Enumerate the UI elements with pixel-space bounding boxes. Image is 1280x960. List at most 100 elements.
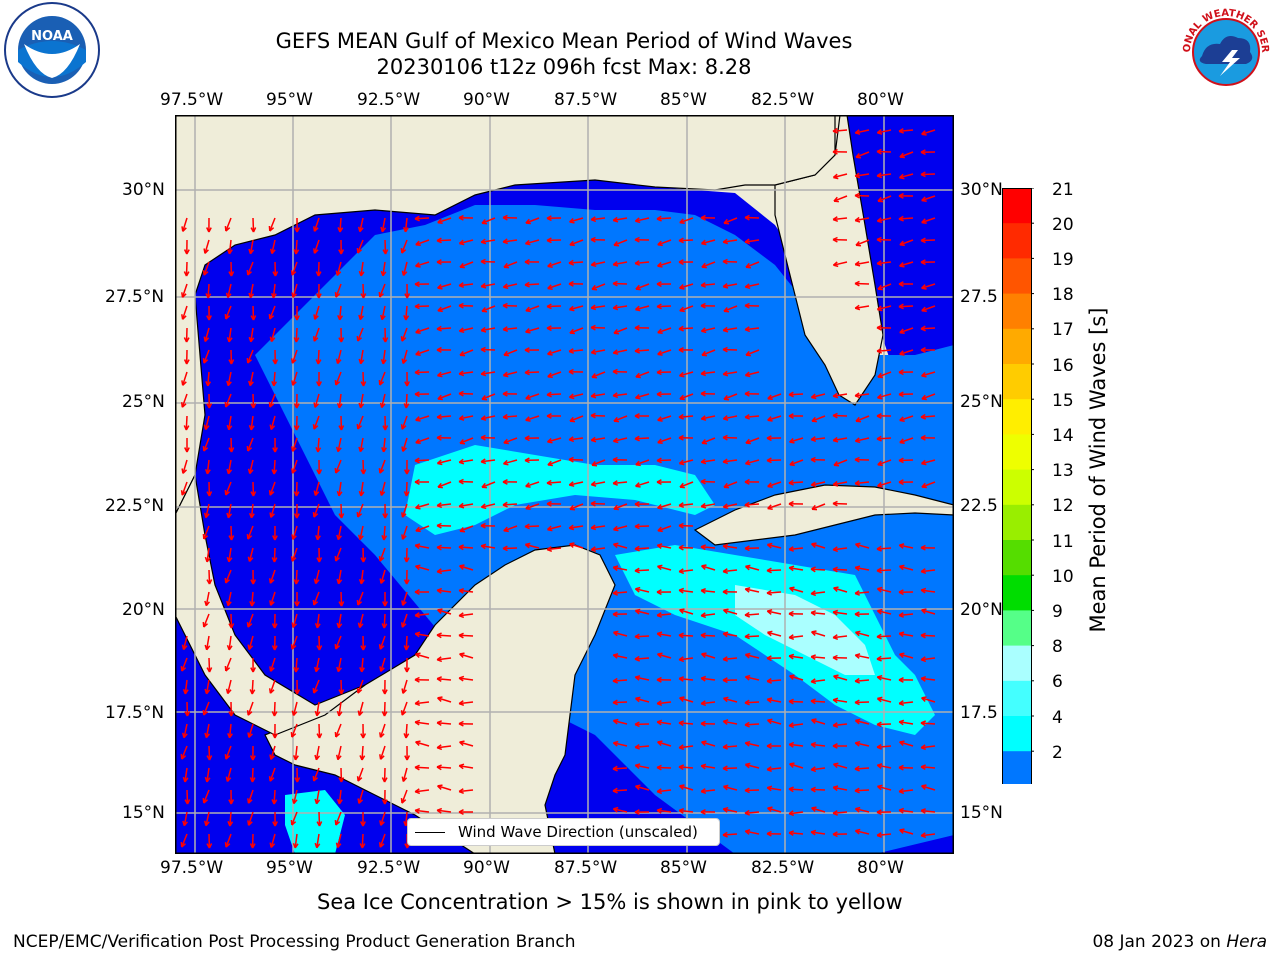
wind-arrow-shaft [877,697,892,703]
wind-arrow-shaft [899,653,914,659]
wind-arrow-shaft [524,525,540,528]
wind-arrow-shaft [899,415,914,422]
wind-arrow-head [312,424,319,430]
wind-arrow-head [920,325,926,332]
wind-arrow-head [481,219,488,225]
wind-arrow-shaft [613,239,628,246]
wind-arrow-head [335,754,342,761]
wind-arrow-head [634,324,640,331]
wind-arrow-head [744,283,751,290]
wind-arrow-head [876,763,883,769]
wind-arrow-shaft [590,326,606,329]
wind-arrow-shaft [920,722,936,725]
wind-arrow-head [437,394,443,401]
wind-arrow-head [202,621,208,628]
wind-arrow-shaft [569,349,584,353]
wind-arrow-head [436,656,443,663]
wind-arrow-shaft [225,217,232,232]
wind-arrow-head [766,766,772,772]
wind-arrow-shaft [313,503,320,518]
wind-arrow-head [226,424,233,431]
colorbar-tick-13: 13 [1052,461,1074,481]
wind-arrow-head [183,249,190,255]
wind-arrow-head [569,416,576,423]
wind-arrow-head [722,568,729,575]
wind-arrow-head [315,293,322,299]
wind-arrow-shaft [657,741,672,747]
wind-arrow-shaft [723,415,738,420]
wind-arrow-shaft [293,789,298,804]
wind-arrow-head [313,226,319,232]
wind-arrow-head [634,567,640,574]
wind-arrow-head [248,424,255,431]
wind-arrow-head [854,304,861,311]
wind-arrow-shaft [700,634,716,637]
wind-arrow-head [436,237,442,244]
wind-arrow-shaft [336,261,342,276]
wind-arrow-shaft [205,679,210,694]
wind-arrow-head [811,718,817,724]
wind-arrow-head [898,631,905,638]
wind-arrow-shaft [701,589,716,593]
wind-arrow-shaft [503,327,518,331]
wind-arrow-head [678,587,685,594]
wind-arrow-head [250,227,257,233]
wind-arrow-head [635,460,641,467]
wind-arrow-shaft [722,833,738,836]
wind-arrow-head [546,391,552,398]
wind-arrow-shaft [678,239,694,242]
wind-arrow-shaft [360,657,364,672]
wind-arrow-head [920,744,927,751]
wind-arrow-shaft [723,545,738,549]
wind-arrow-shaft [359,393,364,408]
wind-arrow-head [502,371,509,378]
wind-arrow-shaft [459,239,474,245]
wind-arrow-shaft [855,129,870,134]
wind-arrow-head [745,262,752,269]
wind-arrow-head [898,391,904,398]
wind-arrow-head [291,798,298,805]
wind-arrow-head [701,350,708,357]
wind-arrow-head [612,806,619,813]
wind-arrow-head [832,654,838,661]
wind-arrow-head [246,534,253,540]
wind-arrow-head [876,324,882,331]
wind-arrow-head [568,393,575,400]
wind-arrow-shaft [590,502,606,505]
wind-arrow-head [294,315,300,321]
wind-arrow-shaft [767,543,782,549]
wind-arrow-shaft [921,657,936,661]
wind-arrow-head [202,797,209,804]
wind-arrow-head [876,305,883,312]
wind-arrow-head [226,336,233,343]
wind-arrow-shaft [744,239,760,243]
wind-arrow-shaft [833,173,848,179]
wind-arrow-head [876,217,883,224]
wind-arrow-head [268,225,275,232]
colorbar-segment [1002,434,1032,471]
wind-arrow-shaft [338,393,342,408]
wind-arrow-head [832,810,838,816]
wind-arrow-shaft [401,525,408,540]
wind-arrow-shaft [613,808,628,813]
wind-arrow-head [744,478,750,485]
lon-label-bottom-5: 87.5°W [554,858,618,878]
wind-arrow-head [723,696,729,703]
wind-arrow-shaft [745,261,760,268]
wind-arrow-shaft [338,305,342,320]
wind-arrow-shaft [402,437,408,452]
wind-arrow-shaft [181,481,188,496]
wind-arrow-head [227,733,233,739]
wind-arrow-shaft [379,635,386,650]
wind-arrow-head [657,564,663,571]
wind-arrow-shaft [723,720,738,725]
lon-label-top-4: 90°W [463,90,510,110]
wind-arrow-head [876,148,882,155]
wind-arrow-shaft [340,591,343,607]
wind-arrow-shaft [921,833,936,837]
wind-arrow-head [613,504,619,511]
wind-arrow-head [294,227,301,233]
wind-arrow-shaft [270,415,276,430]
wind-arrow-head [225,292,232,299]
wind-arrow-head [224,226,231,232]
